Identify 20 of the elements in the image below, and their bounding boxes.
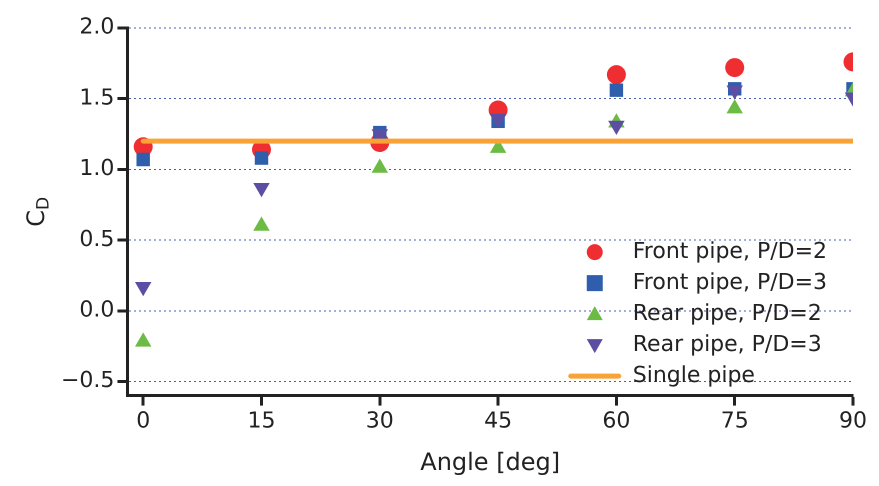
legend-label: Front pipe, P/D=2 — [632, 238, 828, 264]
y-tick-label: 2.0 — [79, 14, 114, 40]
y-tick-label: −0.5 — [61, 368, 114, 394]
legend-label: Rear pipe, P/D=2 — [632, 300, 822, 326]
x-tick-label: 15 — [247, 408, 276, 434]
x-axis-title: Angle [deg] — [420, 448, 560, 476]
legend-label: Rear pipe, P/D=3 — [632, 332, 822, 357]
x-tick-label: 60 — [602, 408, 630, 434]
x-tick-label: 30 — [366, 408, 394, 434]
y-tick-label: 1.0 — [79, 156, 114, 182]
x-tick-label: 90 — [839, 408, 867, 434]
x-tick-label: 45 — [484, 408, 512, 434]
y-axis-title: CD — [22, 196, 54, 227]
legend-label: Front pipe, P/D=3 — [632, 270, 828, 295]
y-tick-label: 1.5 — [79, 85, 114, 110]
y-tick-label: 0.0 — [79, 297, 114, 322]
legend-label: Single pipe — [632, 362, 755, 388]
y-tick-label: 0.5 — [79, 226, 114, 252]
x-tick-label: 75 — [720, 408, 749, 434]
x-tick-label: 0 — [136, 408, 150, 434]
